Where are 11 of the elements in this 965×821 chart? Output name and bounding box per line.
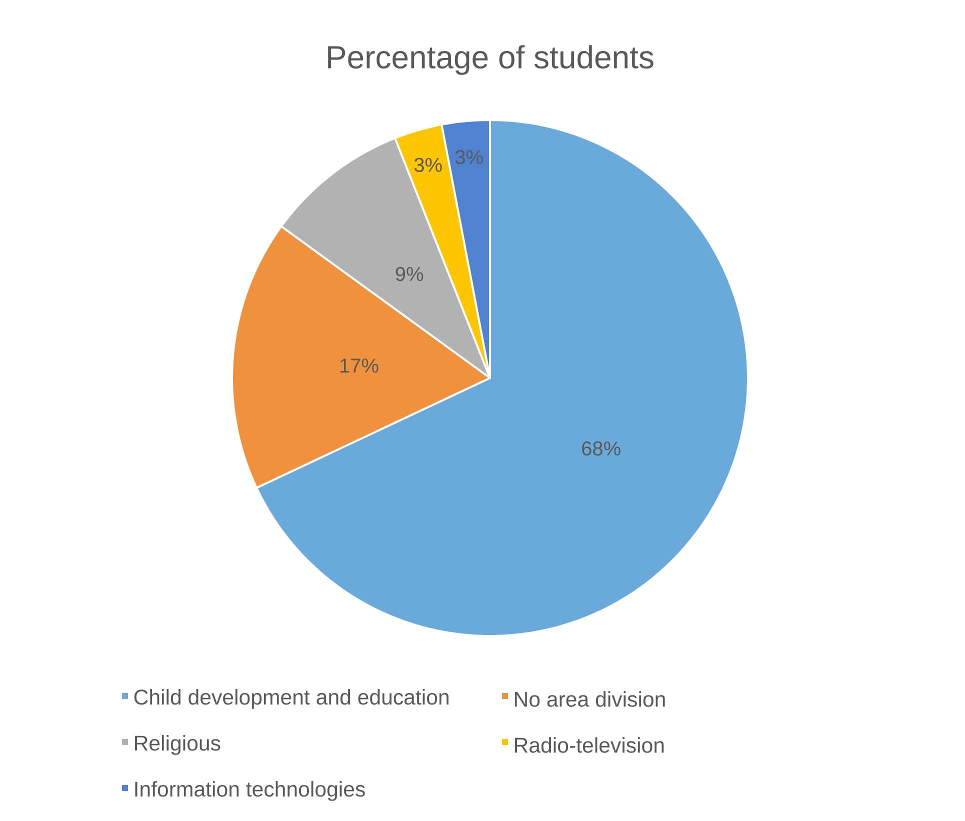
legend-label: Religious xyxy=(135,735,220,755)
legend-label: Radio-television xyxy=(515,737,664,753)
data-label: 3% xyxy=(455,150,483,164)
data-label: 3% xyxy=(414,158,442,172)
legend-label: Information technologies xyxy=(135,781,365,801)
data-label: 68% xyxy=(582,441,620,456)
legend-label: No area division xyxy=(515,691,665,707)
data-label: 17% xyxy=(340,358,378,373)
chart-title: Percentage of students xyxy=(328,45,654,75)
data-label: 9% xyxy=(396,266,424,282)
legend-label: Child development and education xyxy=(134,689,448,709)
